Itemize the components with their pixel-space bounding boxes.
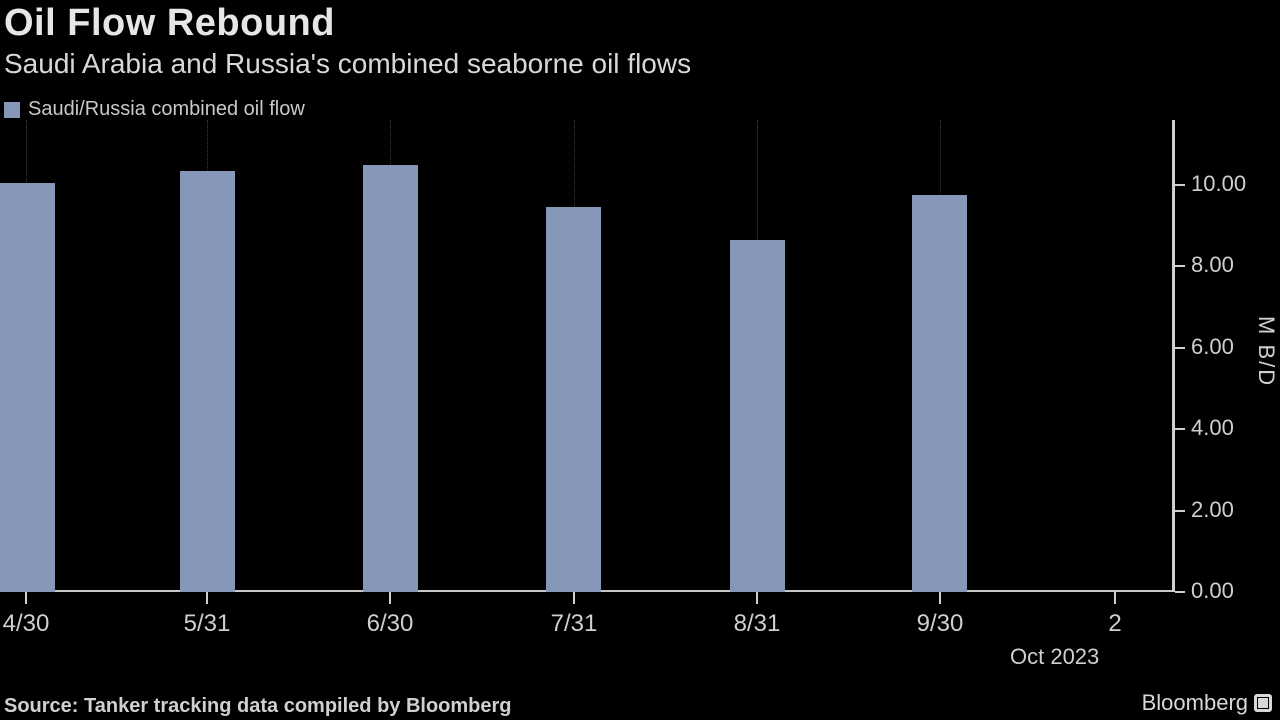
x-tick-label: 7/31: [551, 610, 598, 638]
legend-swatch: [4, 102, 20, 118]
y-tick-label: 8.00: [1191, 252, 1234, 278]
x-tick-label: 2: [1108, 610, 1121, 638]
y-tick-mark: [1175, 184, 1185, 186]
source-text: Source: Tanker tracking data compiled by…: [4, 695, 512, 718]
x-tick-mark: [939, 592, 941, 604]
bar: [912, 195, 967, 592]
y-tick-mark: [1175, 265, 1185, 267]
brand-badge-icon: [1254, 694, 1272, 712]
y-axis-title: M B/D: [1253, 316, 1279, 387]
legend-label: Saudi/Russia combined oil flow: [28, 98, 305, 121]
bar: [363, 165, 418, 592]
y-tick-label: 4.00: [1191, 415, 1234, 441]
chart-container: Oil Flow Rebound Saudi Arabia and Russia…: [0, 0, 1280, 720]
chart-subtitle: Saudi Arabia and Russia's combined seabo…: [4, 48, 691, 80]
brand-label: Bloomberg: [1142, 690, 1248, 716]
y-tick-mark: [1175, 591, 1185, 593]
y-tick-label: 6.00: [1191, 334, 1234, 360]
y-tick-mark: [1175, 510, 1185, 512]
x-tick-label: 8/31: [734, 610, 781, 638]
y-tick-mark: [1175, 347, 1185, 349]
y-tick-label: 2.00: [1191, 497, 1234, 523]
y-tick-label: 0.00: [1191, 578, 1234, 604]
x-tick-mark: [389, 592, 391, 604]
x-tick-mark: [206, 592, 208, 604]
x-tick-label: 5/31: [184, 610, 231, 638]
plot-area: [0, 120, 1175, 630]
x-tick-label: 6/30: [367, 610, 414, 638]
x-tick-label: 9/30: [917, 610, 964, 638]
bar: [180, 171, 235, 592]
x-tick-mark: [573, 592, 575, 604]
y-tick-mark: [1175, 428, 1185, 430]
x-tick-label: 4/30: [3, 610, 50, 638]
x-tick-mark: [25, 592, 27, 604]
brand: Bloomberg: [1142, 690, 1272, 716]
bar: [0, 183, 55, 592]
plot: [0, 120, 1175, 592]
x-axis-unit-label: Oct 2023: [1010, 644, 1099, 670]
chart-title: Oil Flow Rebound: [4, 2, 335, 45]
x-tick-mark: [756, 592, 758, 604]
legend: Saudi/Russia combined oil flow: [4, 98, 305, 121]
x-tick-mark: [1114, 592, 1116, 604]
y-tick-label: 10.00: [1191, 171, 1246, 197]
bar: [546, 207, 601, 592]
bar: [730, 240, 785, 592]
